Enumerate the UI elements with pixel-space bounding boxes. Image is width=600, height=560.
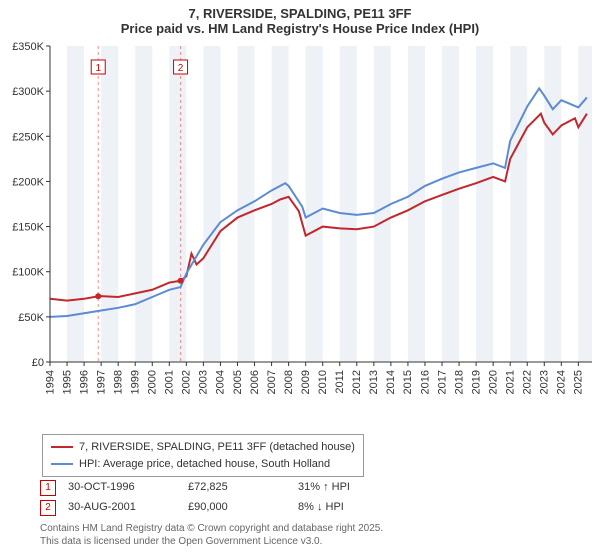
- svg-text:2022: 2022: [522, 370, 534, 394]
- svg-text:2024: 2024: [556, 370, 568, 394]
- svg-text:2014: 2014: [385, 370, 397, 394]
- legend-swatch: [51, 446, 73, 448]
- svg-text:£0: £0: [32, 357, 44, 369]
- svg-text:2005: 2005: [232, 370, 244, 394]
- svg-text:2007: 2007: [266, 370, 278, 394]
- event-pct-vs-hpi: 31% ↑ HPI: [298, 478, 350, 498]
- price-chart: £0 £50K £100K £150K £200K £250K £300K £350K 1994…: [0, 40, 600, 430]
- svg-text:2017: 2017: [436, 370, 448, 394]
- sale-marker: [95, 293, 101, 299]
- svg-text:2004: 2004: [215, 370, 227, 394]
- legend-label: HPI: Average price, detached house, Sout…: [79, 456, 330, 473]
- svg-text:2002: 2002: [181, 370, 193, 394]
- sale-events: 1 30-OCT-1996£72,82531% ↑ HPI 2 30-AUG-2001…: [40, 478, 350, 518]
- attribution-line2: This data is licensed under the Open Gov…: [40, 535, 383, 548]
- legend: 7, RIVERSIDE, SPALDING, PE11 3FF (detach…: [42, 434, 364, 477]
- svg-text:1998: 1998: [112, 370, 124, 394]
- chart-area: £0 £50K £100K £150K £200K £250K £300K £350K 1994…: [0, 40, 600, 430]
- event-row: 2 30-AUG-2001£90,0008% ↓ HPI: [40, 498, 350, 518]
- svg-text:1: 1: [95, 63, 101, 74]
- svg-text:2006: 2006: [249, 370, 261, 394]
- svg-text:£200K: £200K: [12, 176, 44, 188]
- svg-text:£250K: £250K: [12, 131, 44, 143]
- svg-text:2015: 2015: [402, 370, 414, 394]
- chart-title-line1: 7, RIVERSIDE, SPALDING, PE11 3FF: [0, 6, 600, 21]
- svg-text:2: 2: [178, 63, 184, 74]
- event-marker: 2: [40, 500, 56, 516]
- legend-item: HPI: Average price, detached house, Sout…: [51, 456, 355, 473]
- svg-text:£300K: £300K: [12, 86, 44, 98]
- svg-text:2012: 2012: [351, 370, 363, 394]
- svg-text:2016: 2016: [419, 370, 431, 394]
- event-marker: 1: [40, 480, 56, 496]
- event-pct-vs-hpi: 8% ↓ HPI: [298, 498, 344, 518]
- svg-text:2003: 2003: [198, 370, 210, 394]
- svg-text:2018: 2018: [453, 370, 465, 394]
- svg-text:1996: 1996: [78, 370, 90, 394]
- svg-text:2023: 2023: [539, 370, 551, 394]
- svg-text:1994: 1994: [44, 370, 56, 394]
- event-date: 30-OCT-1996: [68, 478, 188, 498]
- svg-text:1995: 1995: [61, 370, 73, 394]
- event-row: 1 30-OCT-1996£72,82531% ↑ HPI: [40, 478, 350, 498]
- sale-marker: [178, 278, 184, 284]
- legend-item: 7, RIVERSIDE, SPALDING, PE11 3FF (detach…: [51, 439, 355, 456]
- svg-text:2013: 2013: [368, 370, 380, 394]
- svg-text:2025: 2025: [573, 370, 585, 394]
- svg-text:1997: 1997: [95, 370, 107, 394]
- svg-text:2001: 2001: [164, 370, 176, 394]
- legend-swatch: [51, 463, 73, 465]
- svg-text:£50K: £50K: [18, 312, 44, 324]
- svg-text:£350K: £350K: [12, 41, 44, 53]
- legend-label: 7, RIVERSIDE, SPALDING, PE11 3FF (detach…: [79, 439, 355, 456]
- svg-text:2020: 2020: [487, 370, 499, 394]
- attribution: Contains HM Land Registry data © Crown c…: [40, 522, 383, 548]
- svg-text:2000: 2000: [147, 370, 159, 394]
- svg-text:2011: 2011: [334, 370, 346, 394]
- event-price: £72,825: [188, 478, 298, 498]
- svg-text:2021: 2021: [504, 370, 516, 394]
- svg-text:2010: 2010: [317, 370, 329, 394]
- svg-text:2019: 2019: [470, 370, 482, 394]
- attribution-line1: Contains HM Land Registry data © Crown c…: [40, 522, 383, 535]
- svg-text:1999: 1999: [130, 370, 142, 394]
- event-price: £90,000: [188, 498, 298, 518]
- event-date: 30-AUG-2001: [68, 498, 188, 518]
- svg-text:£100K: £100K: [12, 267, 44, 279]
- svg-text:2009: 2009: [300, 370, 312, 394]
- svg-text:2008: 2008: [283, 370, 295, 394]
- chart-title-line2: Price paid vs. HM Land Registry's House …: [0, 21, 600, 36]
- svg-text:£150K: £150K: [12, 222, 44, 234]
